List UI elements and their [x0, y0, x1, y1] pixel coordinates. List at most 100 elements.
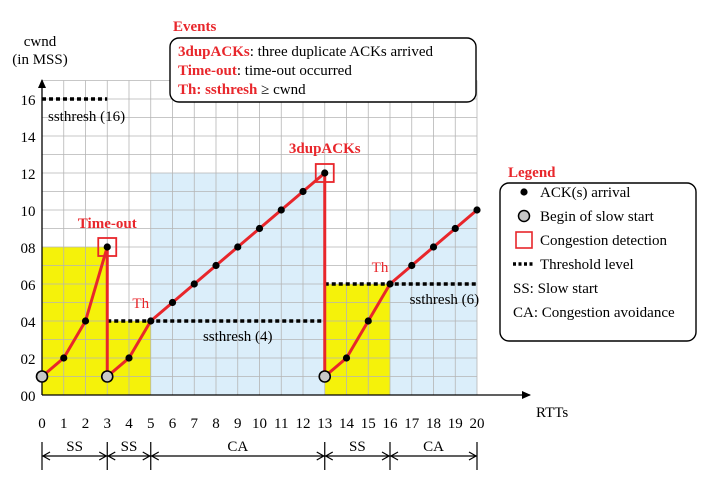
y-axis-label: cwnd	[24, 34, 57, 50]
events-item-0: 3dupACKs: three duplicate ACKs arrived	[178, 44, 433, 60]
y-tick-label-02: 02	[21, 352, 36, 368]
x-tick-label-10: 10	[252, 416, 267, 432]
threshold-lines: ssthresh (16) ssthresh (4) ssthresh (6)	[42, 97, 480, 345]
ack-point-10	[234, 243, 242, 251]
y-tick-label-12: 12	[21, 167, 36, 183]
ack-point-1	[60, 354, 68, 362]
ack-point-21	[451, 224, 459, 233]
x-tick-label-14: 14	[339, 416, 355, 432]
y-tick-label-08: 08	[21, 241, 36, 257]
x-axis-label: RTTs	[536, 405, 568, 421]
ack-point-6	[147, 317, 155, 325]
ack-point-16	[342, 354, 351, 362]
phase-arrow-left-0	[41, 451, 51, 461]
legend-item-2: Congestion detection	[540, 233, 668, 249]
annotations: Time-out 3dupACKs Th Th	[78, 141, 389, 312]
phase-brackets: SS SS CA SS CA	[41, 439, 478, 470]
legend-box: Legend ACK(s) arrival Begin of slow start C…	[499, 165, 697, 342]
phase-arrow-right-4	[468, 451, 478, 461]
phase-label-bg-2	[225, 440, 250, 453]
phase-label-bg-1	[117, 440, 141, 453]
markers	[35, 163, 481, 383]
events-item-key-2: Th: ssthresh	[178, 82, 258, 98]
legend-congestion-icon	[515, 231, 533, 249]
y-axis-label-unit: (in MSS)	[12, 52, 67, 68]
events-box: Events 3dupACKs: three duplicate ACKs arr…	[169, 19, 477, 103]
annotation-time-out: Time-out	[78, 216, 137, 232]
legend-item-4: SS: Slow start	[513, 281, 599, 297]
y-tick-label-06: 06	[21, 278, 37, 294]
x-tick-label-13: 13	[317, 416, 332, 432]
phase-arrow-left-1	[107, 451, 116, 461]
y-tick-label-10: 10	[21, 204, 36, 220]
y-tick-label-16: 16	[21, 93, 37, 109]
ack-point-22	[473, 206, 481, 214]
annotation-th: Th	[372, 260, 389, 276]
phase-label-bg-4	[421, 440, 446, 453]
threshold-label-0: ssthresh (16)	[48, 109, 125, 125]
events-item-text-2: ≥ cwnd	[257, 82, 306, 98]
x-tick-label-0: 0	[38, 416, 46, 432]
ack-point-3	[103, 243, 111, 251]
legend-title: Legend	[508, 165, 556, 181]
x-tick-label-4: 4	[125, 416, 133, 432]
annotation-th: Th	[132, 296, 149, 312]
x-tick-label-11: 11	[274, 416, 288, 432]
legend-item-3: Threshold level	[540, 257, 634, 273]
x-tick-label-17: 17	[404, 416, 420, 432]
events-title: Events	[173, 19, 217, 35]
ack-point-17	[364, 317, 372, 325]
y-tick-label-00: 00	[21, 389, 36, 405]
events-item-text-1: : time-out occurred	[237, 63, 352, 79]
phase-label-ss-0: SS	[66, 439, 83, 455]
ack-point-8	[190, 280, 198, 288]
events-item-2: Th: ssthresh ≥ cwnd	[178, 82, 306, 98]
legend-ack-dot-icon	[520, 188, 528, 196]
x-tick-label-2: 2	[82, 416, 90, 432]
x-tick-label-8: 8	[212, 416, 220, 432]
slow-start-point-0	[35, 370, 49, 383]
phase-label-ca-2: CA	[227, 439, 248, 455]
ack-point-2	[81, 317, 90, 325]
x-tick-label-12: 12	[296, 416, 311, 432]
ack-point-11	[255, 224, 264, 233]
x-tick-label-19: 19	[448, 416, 463, 432]
x-tick-label-18: 18	[426, 416, 441, 432]
phase-label-ss-3: SS	[349, 439, 366, 455]
congestion-marker-0	[97, 237, 118, 257]
phase-arrow-right-2	[316, 451, 325, 461]
legend-slow-start-icon	[517, 209, 531, 223]
events-item-text-0: : three duplicate ACKs arrived	[250, 44, 434, 60]
x-tick-label-20: 20	[470, 416, 485, 432]
x-tick-label-16: 16	[383, 416, 399, 432]
phase-arrow-right-3	[381, 451, 391, 461]
ack-point-19	[408, 261, 416, 270]
y-tick-label-14: 14	[21, 130, 37, 146]
events-item-key-0: 3dupACKs	[178, 44, 250, 60]
legend-frame	[499, 182, 697, 342]
x-tick-label-5: 5	[147, 416, 155, 432]
grid	[41, 80, 478, 396]
x-tick-label-15: 15	[361, 416, 376, 432]
threshold-label-2: ssthresh (6)	[410, 292, 480, 308]
phase-arrow-right-0	[98, 451, 108, 461]
ack-point-9	[212, 261, 220, 270]
phase-arrow-left-4	[389, 451, 399, 461]
phase-arrow-left-2	[150, 451, 160, 461]
events-frame	[169, 37, 477, 103]
phase-label-ss-1: SS	[121, 439, 138, 455]
ack-point-7	[168, 298, 177, 307]
x-tick-label-7: 7	[191, 416, 199, 432]
threshold-label-1: ssthresh (4)	[203, 329, 273, 345]
ack-point-14	[321, 169, 329, 177]
x-tick-label-9: 9	[234, 416, 242, 432]
congestion-marker-1	[314, 163, 335, 183]
ack-point-13	[299, 187, 307, 196]
events-item-1: Time-out: time-out occurred	[178, 63, 352, 79]
events-item-key-1: Time-out	[178, 63, 237, 79]
phase-label-bg-0	[62, 440, 87, 453]
x-tick-label-6: 6	[169, 416, 177, 432]
slow-start-point-15	[318, 370, 332, 383]
phase-label-ca-4: CA	[423, 439, 444, 455]
